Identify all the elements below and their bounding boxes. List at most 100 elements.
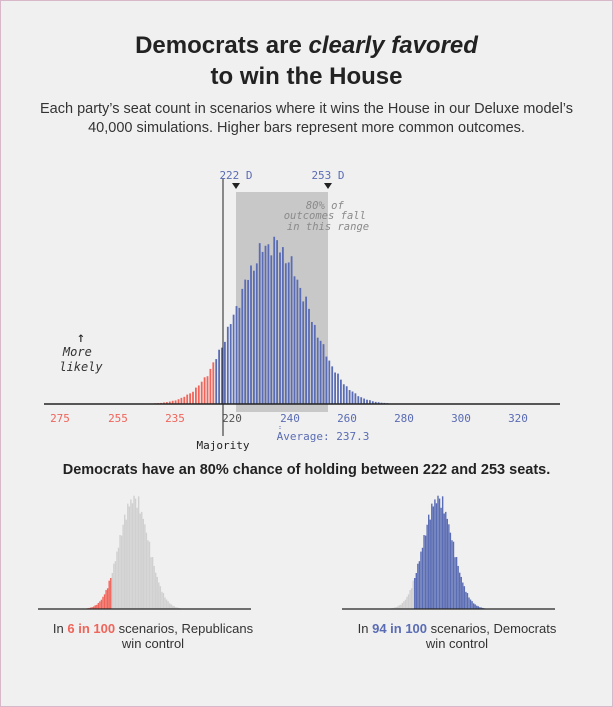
page-title: Democrats are clearly favored to win the… xyxy=(0,30,613,92)
bar-seat-230 xyxy=(250,265,252,404)
democrat-panel-bar-22 xyxy=(401,602,404,609)
bar-seat-264 xyxy=(348,390,351,404)
republican-panel-bar-65 xyxy=(164,597,166,609)
bar-seat-261 xyxy=(340,379,342,404)
republican-panel-bar-59 xyxy=(155,572,157,609)
republican-caption-pre: In xyxy=(52,621,68,636)
democrat-panel-bar-47 xyxy=(440,507,442,609)
republican-caption-line2: win control xyxy=(121,636,185,651)
republican-panel-bar-62 xyxy=(159,586,162,609)
democrat-panel-bar-33 xyxy=(418,561,421,609)
republican-panel-bar-20 xyxy=(94,605,96,609)
bar-seat-241 xyxy=(282,247,284,404)
bar-seat-207 xyxy=(183,396,186,404)
bar-seat-224 xyxy=(232,314,235,404)
republican-panel-bars xyxy=(86,495,182,609)
republican-panel-bar-24 xyxy=(100,599,103,609)
republican-panel-bar-39 xyxy=(124,514,126,609)
x-tick-labels: 275 255 235 220 240 260 280 300 320 xyxy=(50,412,528,425)
x-tick-label-300: 300 xyxy=(451,412,471,425)
democrat-panel-bar-19 xyxy=(397,606,399,609)
x-tick-label-275: 275 xyxy=(50,412,70,425)
bar-seat-250 xyxy=(308,308,310,404)
bar-seat-270 xyxy=(366,399,368,404)
democrat-panel-bar-67 xyxy=(471,601,473,609)
democrat-panel-bar-18 xyxy=(395,607,397,609)
bar-seat-234 xyxy=(261,251,264,404)
more-likely-label: More likely xyxy=(59,345,103,374)
democrat-panel-bar-53 xyxy=(449,532,452,609)
democrat-panel-bar-44 xyxy=(435,503,438,609)
bar-seat-208 xyxy=(186,394,189,404)
more-likely-line1: More xyxy=(62,345,92,359)
bar-seat-204 xyxy=(174,400,177,404)
republican-panel-bar-45 xyxy=(133,495,135,609)
bar-seat-223 xyxy=(229,324,232,404)
democrat-caption-post: scenarios, Democrats xyxy=(427,621,557,636)
bar-seat-253 xyxy=(316,337,319,404)
democrat-panel-bar-30 xyxy=(414,578,416,609)
bar-seat-206 xyxy=(180,397,183,404)
republican-control-chart xyxy=(38,495,251,610)
x-tick-label-320: 320 xyxy=(508,412,528,425)
republican-panel-bar-56 xyxy=(150,557,152,609)
republican-panel-bar-34 xyxy=(116,551,118,609)
republican-panel-bar-30 xyxy=(110,578,112,609)
republican-panel-bar-51 xyxy=(142,518,144,609)
democrat-panel-bar-63 xyxy=(465,591,467,609)
bar-seat-213 xyxy=(200,381,203,404)
bar-seat-266 xyxy=(354,393,357,404)
bar-seat-211 xyxy=(195,387,197,404)
republican-panel-bar-31 xyxy=(111,573,113,609)
democrat-caption-line2: win control xyxy=(425,636,489,651)
democrat-panel-bar-31 xyxy=(415,573,417,609)
democrat-panel-bar-32 xyxy=(417,563,419,609)
democrat-panel-bar-48 xyxy=(441,496,444,609)
republican-panel-bar-71 xyxy=(173,606,175,609)
republican-panel-bar-48 xyxy=(137,496,140,609)
main-distribution-chart: 222 D 253 D 80% of outcomes fall in this… xyxy=(44,169,560,452)
bar-seat-268 xyxy=(360,397,363,404)
bar-seat-256 xyxy=(325,356,328,404)
bar-seat-228 xyxy=(244,279,247,404)
republican-panel-bar-63 xyxy=(161,591,163,609)
republican-panel-bar-60 xyxy=(156,576,158,609)
bar-seat-272 xyxy=(371,401,374,404)
bar-seat-200 xyxy=(163,402,165,404)
bar-seat-210 xyxy=(192,391,194,404)
democrat-panel-bar-27 xyxy=(409,590,411,609)
bar-seat-215 xyxy=(206,376,209,404)
bar-seat-249 xyxy=(305,296,307,404)
democrat-panel-bar-28 xyxy=(410,588,413,609)
democrat-caption: In 94 in 100 scenarios, Democrats win co… xyxy=(342,621,572,651)
republican-panel-bar-19 xyxy=(93,606,95,609)
bar-seat-263 xyxy=(345,386,348,404)
republican-panel-bar-72 xyxy=(175,607,177,609)
republican-panel-bar-73 xyxy=(176,607,179,609)
democrat-panel-bar-54 xyxy=(451,540,453,609)
x-tick-label-220: 220 xyxy=(222,412,242,425)
republican-panel-bar-58 xyxy=(153,565,155,609)
republican-probability: 6 in 100 xyxy=(67,621,116,636)
republican-panel-bar-43 xyxy=(130,499,132,609)
bar-seat-255 xyxy=(322,344,325,404)
bar-seat-251 xyxy=(311,321,313,404)
republican-panel-bar-47 xyxy=(136,507,138,609)
republican-panel-bar-61 xyxy=(158,582,160,609)
democrat-probability: 94 in 100 xyxy=(372,621,428,636)
bar-seat-252 xyxy=(313,324,316,404)
x-tick-label-240: 240 xyxy=(280,412,300,425)
democrat-panel-bar-60 xyxy=(460,576,462,609)
bar-seat-209 xyxy=(189,393,191,404)
bar-seat-257 xyxy=(328,360,331,404)
republican-panel-bar-18 xyxy=(91,607,93,609)
page-subtitle: Each party’s seat count in scenarios whe… xyxy=(39,101,574,136)
majority-label: Majority xyxy=(197,439,250,452)
democrat-panel-bar-45 xyxy=(437,495,439,609)
republican-caption-post: scenarios, Republicans xyxy=(115,621,254,636)
republican-panel-bar-67 xyxy=(167,601,169,609)
democrat-panel-bar-50 xyxy=(445,511,447,609)
bar-seat-239 xyxy=(276,240,278,404)
republican-panel-bar-17 xyxy=(89,607,92,609)
bar-seat-245 xyxy=(293,276,296,404)
